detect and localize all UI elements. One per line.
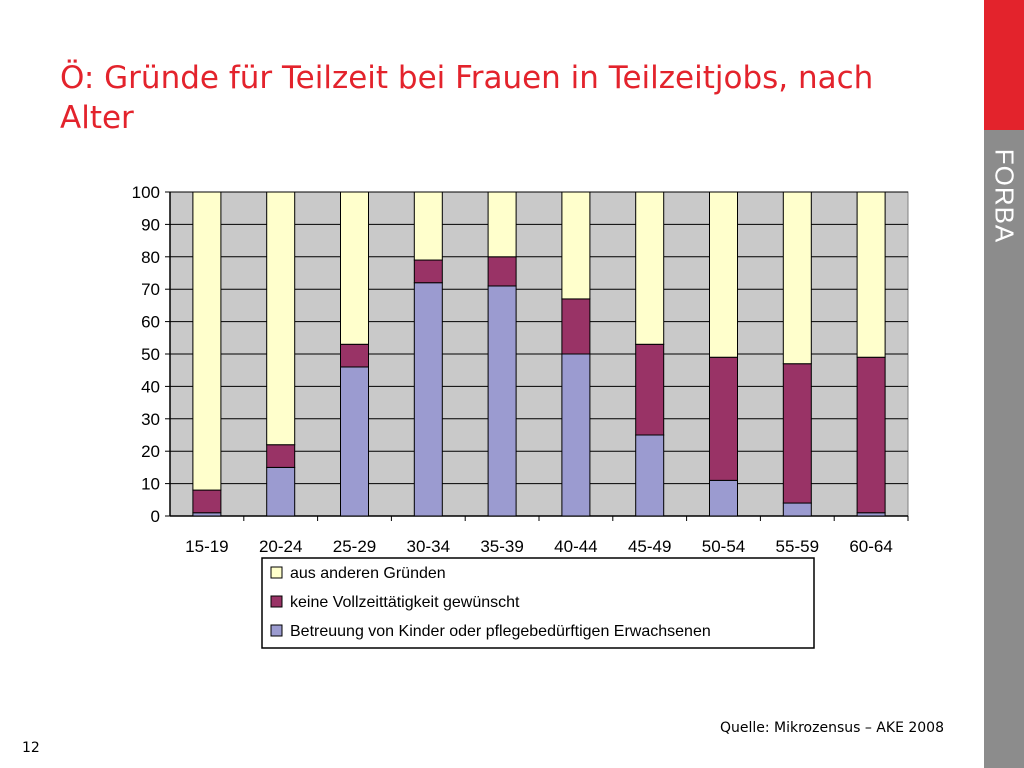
legend-swatch xyxy=(270,566,283,579)
bar-segment xyxy=(340,366,369,517)
bar-segment xyxy=(266,466,296,517)
y-tick-label: 40 xyxy=(141,377,160,396)
bar-segment xyxy=(709,191,738,358)
bar-segment xyxy=(487,191,517,258)
legend-swatch xyxy=(270,624,283,637)
bar-segment xyxy=(561,298,591,355)
legend-swatch xyxy=(270,595,283,608)
source-note: Quelle: Mikrozensus – AKE 2008 xyxy=(719,720,944,736)
bar-segment xyxy=(635,343,665,436)
bar-segment xyxy=(782,502,812,517)
bar-segment xyxy=(709,356,738,481)
y-tick-label: 0 xyxy=(151,507,160,526)
page-number: 12 xyxy=(22,740,40,756)
bar-segment xyxy=(856,356,886,514)
x-tick-label: 15-19 xyxy=(185,537,228,556)
y-tick-label: 60 xyxy=(141,313,160,332)
legend-label: keine Vollzeittätigkeit gewünscht xyxy=(290,594,520,611)
bar-segment xyxy=(635,191,665,345)
y-tick-label: 10 xyxy=(141,475,160,494)
x-tick-label: 50-54 xyxy=(702,537,745,556)
x-tick-label: 30-34 xyxy=(407,537,450,556)
y-tick-label: 90 xyxy=(141,215,160,234)
bar-segment xyxy=(413,191,443,261)
bar-segment xyxy=(561,353,591,517)
y-tick-label: 80 xyxy=(141,248,160,267)
legend-box xyxy=(261,557,815,649)
legend-label: Betreuung von Kinder oder pflegebedürfti… xyxy=(290,623,711,640)
x-tick-label: 45-49 xyxy=(628,537,671,556)
sidebar-accent-red xyxy=(984,0,1024,130)
sidebar-gray-band xyxy=(984,130,1024,768)
bar-segment xyxy=(709,479,738,517)
x-tick-label: 25-29 xyxy=(333,537,376,556)
x-tick-label: 35-39 xyxy=(480,537,523,556)
bar-segment xyxy=(192,191,222,491)
bar-segment xyxy=(856,191,886,358)
bar-segment xyxy=(487,256,517,287)
bar-segment xyxy=(413,259,443,284)
bar-segment xyxy=(340,191,369,345)
bar-segment xyxy=(782,191,812,365)
legend-label: aus anderen Gründen xyxy=(290,565,446,582)
x-tick-label: 60-64 xyxy=(849,537,892,556)
x-tick-label: 55-59 xyxy=(776,537,819,556)
y-tick-label: 20 xyxy=(141,442,160,461)
y-tick-label: 30 xyxy=(141,410,160,429)
bar-segment xyxy=(266,191,296,446)
x-tick-label: 20-24 xyxy=(259,537,302,556)
bar-segment xyxy=(487,285,517,517)
x-tick-label: 40-44 xyxy=(554,537,597,556)
bar-segment xyxy=(782,363,812,504)
bar-segment xyxy=(413,282,443,517)
slide-title: Ö: Gründe für Teilzeit bei Frauen in Tei… xyxy=(60,60,874,136)
y-tick-label: 100 xyxy=(132,183,160,202)
y-tick-label: 70 xyxy=(141,280,160,299)
y-tick-label: 50 xyxy=(141,345,160,364)
bar-segment xyxy=(340,343,369,368)
bar-segment xyxy=(561,191,591,300)
bar-segment xyxy=(266,444,296,468)
bar-segment xyxy=(635,434,665,517)
bar-segment xyxy=(192,489,222,514)
